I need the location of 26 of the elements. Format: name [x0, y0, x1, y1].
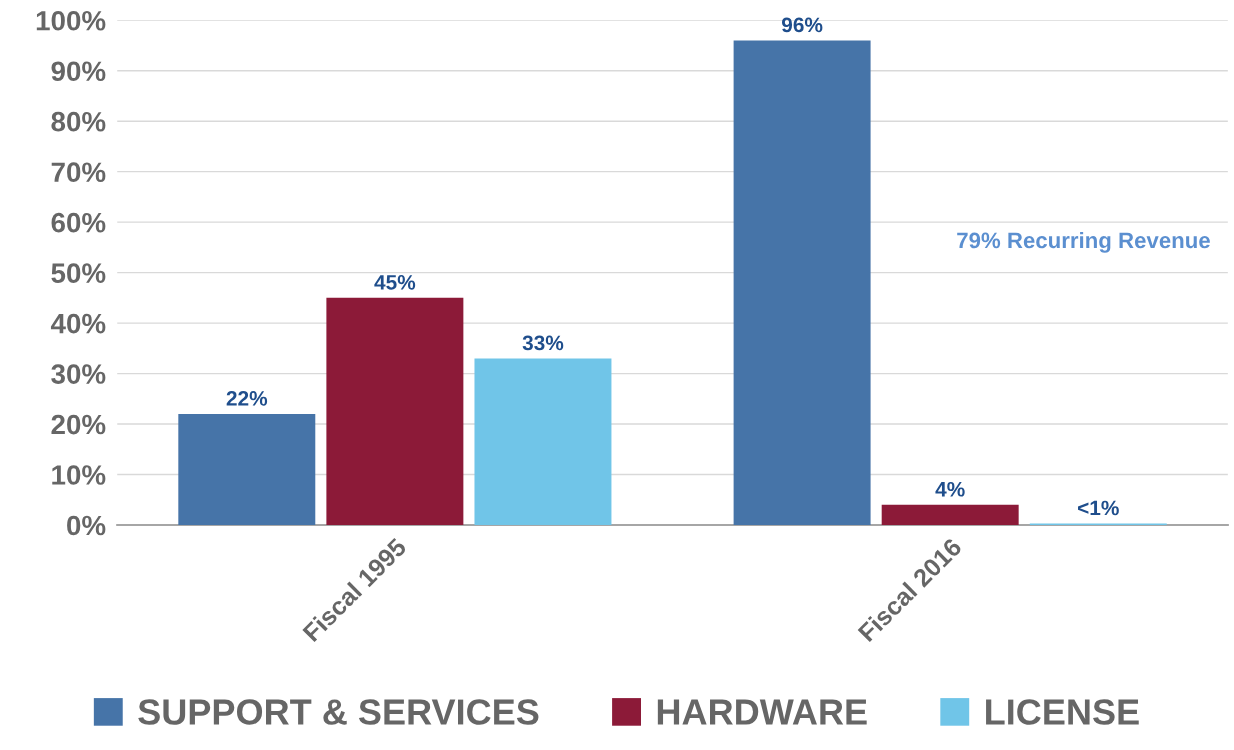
y-tick-label: 20% [51, 414, 106, 435]
legend-label: HARDWARE [657, 699, 867, 725]
y-tick-label: 100% [36, 10, 106, 31]
y-tick-label: 60% [51, 212, 106, 233]
y-tick-label: 0% [67, 515, 106, 536]
y-tick-label: 40% [50, 313, 106, 334]
y-tick-label: 80% [51, 111, 106, 132]
data-label: 22% [226, 391, 268, 406]
data-label: 96% [781, 17, 823, 33]
data-label: 4% [935, 481, 965, 497]
legend-label: SUPPORT & SERVICES [138, 699, 539, 725]
bar [326, 297, 464, 525]
data-label: <1% [1078, 500, 1119, 516]
annotation: 79% Recurring Revenue [957, 231, 1210, 253]
bar [733, 40, 871, 525]
y-tick-label: 30% [51, 364, 106, 384]
y-tick-label: 10% [52, 465, 106, 485]
legend-label: LICENSE [986, 699, 1139, 725]
data-label: 33% [522, 335, 564, 351]
bar [178, 413, 316, 525]
y-tick-label: 90% [51, 61, 106, 82]
data-label: 45% [374, 275, 416, 290]
y-tick-label: 50% [51, 263, 106, 283]
bar [474, 358, 612, 525]
bar [881, 504, 1019, 525]
y-tick-label: 70% [51, 162, 106, 183]
